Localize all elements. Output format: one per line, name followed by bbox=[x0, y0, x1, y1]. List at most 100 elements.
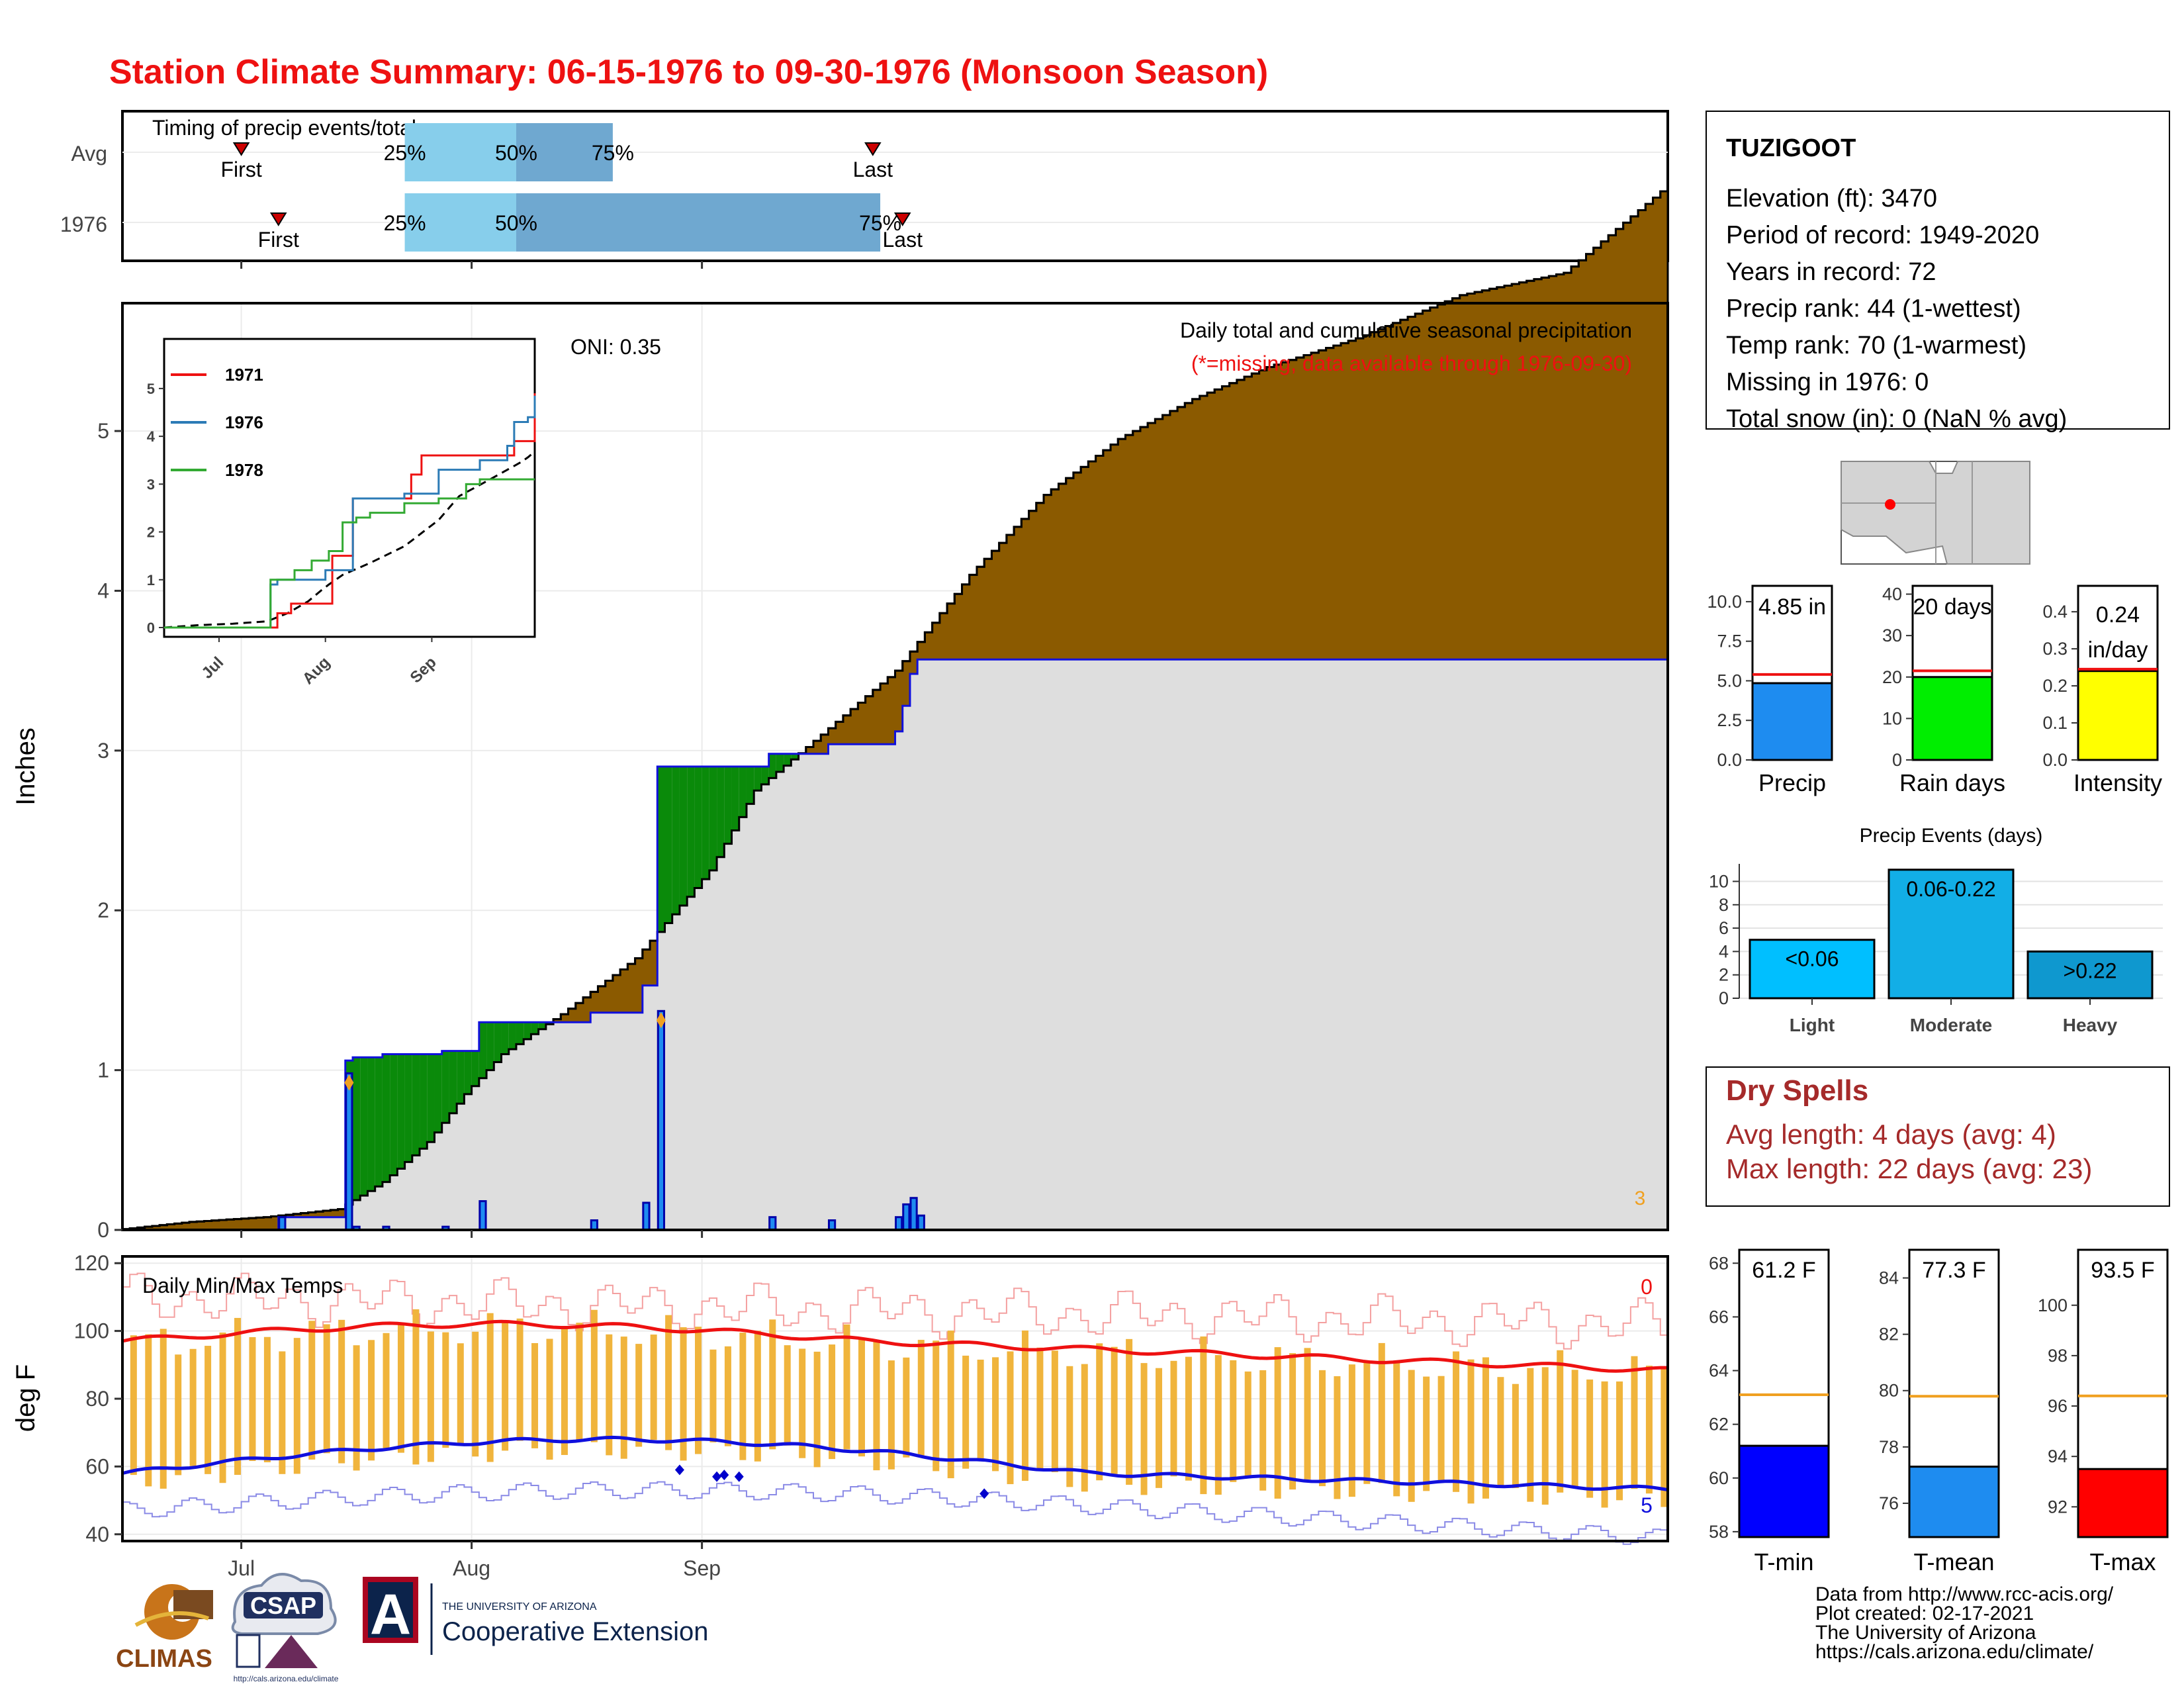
daily-temp-range-bar bbox=[695, 1327, 702, 1454]
above-normal-area bbox=[731, 767, 739, 831]
daily-temp-range-bar bbox=[383, 1333, 390, 1448]
above-normal-area bbox=[516, 1022, 524, 1045]
daily-temp-range-bar bbox=[412, 1309, 420, 1465]
station-info-line: Missing in 1976: 0 bbox=[1726, 369, 1929, 397]
daily-temp-range-bar bbox=[1586, 1379, 1594, 1498]
footer-credits: Data from http://www.rcc-acis.org/ Plot … bbox=[1815, 1583, 2114, 1663]
precip-missing-note: (*=missing, data available through 1976-… bbox=[1191, 352, 1632, 375]
above-normal-area bbox=[679, 767, 688, 906]
temp-x-tick-label: Aug bbox=[453, 1556, 490, 1580]
summary-bar-value-label: 4.85 in bbox=[1758, 594, 1826, 620]
temp-y-tick-label: 60 bbox=[85, 1454, 109, 1478]
summary-bar-value-label-unit: in/day bbox=[2088, 637, 2148, 663]
daily-temp-range-bar bbox=[917, 1340, 925, 1458]
daily-temp-range-bar bbox=[234, 1317, 242, 1476]
precip-y-tick-label: 0 bbox=[97, 1218, 109, 1242]
daily-temp-range-bar bbox=[263, 1336, 271, 1463]
temp-summary-value-bar bbox=[1738, 1444, 1830, 1538]
daily-temp-range-bar bbox=[561, 1328, 568, 1455]
temp-summary-value-label: 77.3 F bbox=[1922, 1258, 1985, 1283]
daily-temp-range-bar bbox=[472, 1331, 479, 1457]
daily-temp-range-bar bbox=[1453, 1351, 1460, 1492]
above-normal-area bbox=[657, 767, 665, 932]
above-normal-area bbox=[412, 1054, 420, 1156]
daily-temp-range-bar bbox=[829, 1344, 836, 1460]
footer-line-3: The University of Arizona bbox=[1815, 1622, 2036, 1644]
daily-temp-range-bar bbox=[858, 1339, 865, 1457]
above-normal-area bbox=[404, 1054, 412, 1162]
above-normal-area bbox=[449, 1051, 457, 1113]
above-normal-area bbox=[494, 1022, 502, 1062]
above-normal-area bbox=[486, 1022, 494, 1070]
daily-temp-range-bar bbox=[175, 1354, 182, 1476]
precip-y-tick-label: 5 bbox=[97, 419, 109, 443]
daily-temp-range-bar bbox=[1140, 1363, 1148, 1495]
timing-q25-q50-bar bbox=[404, 123, 516, 181]
events-x-tick-label: Light bbox=[1790, 1015, 1835, 1035]
daily-temp-range-bar bbox=[1126, 1338, 1133, 1485]
daily-temp-range-bar bbox=[1274, 1347, 1281, 1499]
station-info-line: Elevation (ft): 3470 bbox=[1726, 185, 1937, 212]
daily-temp-range-bar bbox=[219, 1333, 226, 1483]
summary-bar-y-tick-label: 0 bbox=[1892, 750, 1902, 770]
above-normal-area bbox=[776, 753, 784, 773]
above-normal-area bbox=[367, 1057, 375, 1192]
daily-temp-range-bar bbox=[397, 1323, 404, 1453]
daily-precip-bar bbox=[909, 1197, 918, 1231]
above-normal-area bbox=[768, 753, 776, 778]
inset-y-tick-label: 0 bbox=[147, 620, 155, 636]
record-low-marker bbox=[734, 1471, 744, 1482]
daily-temp-range-bar bbox=[1051, 1350, 1058, 1472]
daily-temp-range-bar bbox=[933, 1340, 940, 1472]
above-normal-area bbox=[508, 1022, 516, 1049]
temp-y-tick-label: 40 bbox=[85, 1523, 109, 1546]
daily-temp-range-bar bbox=[1185, 1356, 1192, 1481]
record-low-line bbox=[122, 1481, 1668, 1545]
daily-precip-bar bbox=[478, 1200, 487, 1231]
record-low-marker bbox=[674, 1464, 684, 1476]
daily-temp-range-bar bbox=[1200, 1336, 1207, 1495]
footer-line-1: Data from http://www.rcc-acis.org/ bbox=[1815, 1583, 2114, 1605]
timing-last-label: Last bbox=[853, 158, 893, 181]
daily-temp-range-bar bbox=[1007, 1351, 1014, 1485]
daily-temp-range-bar bbox=[1081, 1364, 1088, 1492]
temp-summary-y-tick-label: 94 bbox=[2048, 1446, 2068, 1466]
daily-temp-range-bar bbox=[1616, 1381, 1623, 1501]
precip-y-label: Inches bbox=[11, 727, 40, 806]
above-normal-area bbox=[739, 767, 747, 818]
daily-temp-range-bar bbox=[1645, 1366, 1653, 1494]
daily-temp-range-bar bbox=[873, 1340, 880, 1471]
daily-temp-range-bar bbox=[205, 1346, 212, 1474]
summary-bar-label: Intensity bbox=[2073, 769, 2162, 796]
above-normal-area bbox=[538, 1022, 546, 1029]
above-normal-area bbox=[761, 767, 769, 784]
temp-y-label: deg F bbox=[11, 1364, 40, 1432]
above-normal-area bbox=[791, 753, 799, 760]
timing-first-marker bbox=[232, 142, 250, 156]
daily-temp-range-bar bbox=[1557, 1350, 1564, 1493]
temp-max-count: 0 bbox=[1641, 1275, 1653, 1299]
above-normal-area bbox=[501, 1022, 509, 1055]
daily-temp-range-bar bbox=[1156, 1368, 1163, 1488]
daily-temp-range-bar bbox=[1036, 1347, 1044, 1470]
summary-bar-y-tick-label: 20 bbox=[1882, 667, 1902, 687]
daily-temp-range-bar bbox=[724, 1346, 731, 1446]
normal-cumulative-line bbox=[122, 190, 1668, 1231]
temp-panel: 40 60 80 100 120 Jul Aug Sep Daily Min/Max Temp… bbox=[11, 1251, 1669, 1580]
events-y-tick-label: 8 bbox=[1719, 895, 1729, 915]
events-y-tick-label: 4 bbox=[1719, 941, 1729, 961]
temp-min-count: 5 bbox=[1641, 1493, 1653, 1517]
inset-y-tick-label: 4 bbox=[147, 428, 156, 445]
events-bar-value-label: 0.06-0.22 bbox=[1906, 877, 1995, 901]
above-normal-area bbox=[464, 1051, 472, 1094]
page-title: Station Climate Summary: 06-15-1976 to 0… bbox=[109, 53, 1268, 91]
daily-temp-range-bar bbox=[799, 1348, 806, 1458]
temp-summary-y-tick-label: 64 bbox=[1709, 1361, 1729, 1381]
daily-temp-range-bar bbox=[1170, 1360, 1177, 1477]
above-normal-area bbox=[360, 1057, 368, 1196]
daily-temp-range-bar bbox=[1601, 1381, 1608, 1508]
daily-temp-range-bar bbox=[1244, 1371, 1251, 1479]
daily-temp-range-bar bbox=[1512, 1383, 1519, 1489]
precip-y-tick-label: 3 bbox=[97, 739, 109, 763]
daily-record-marker bbox=[656, 1012, 666, 1029]
